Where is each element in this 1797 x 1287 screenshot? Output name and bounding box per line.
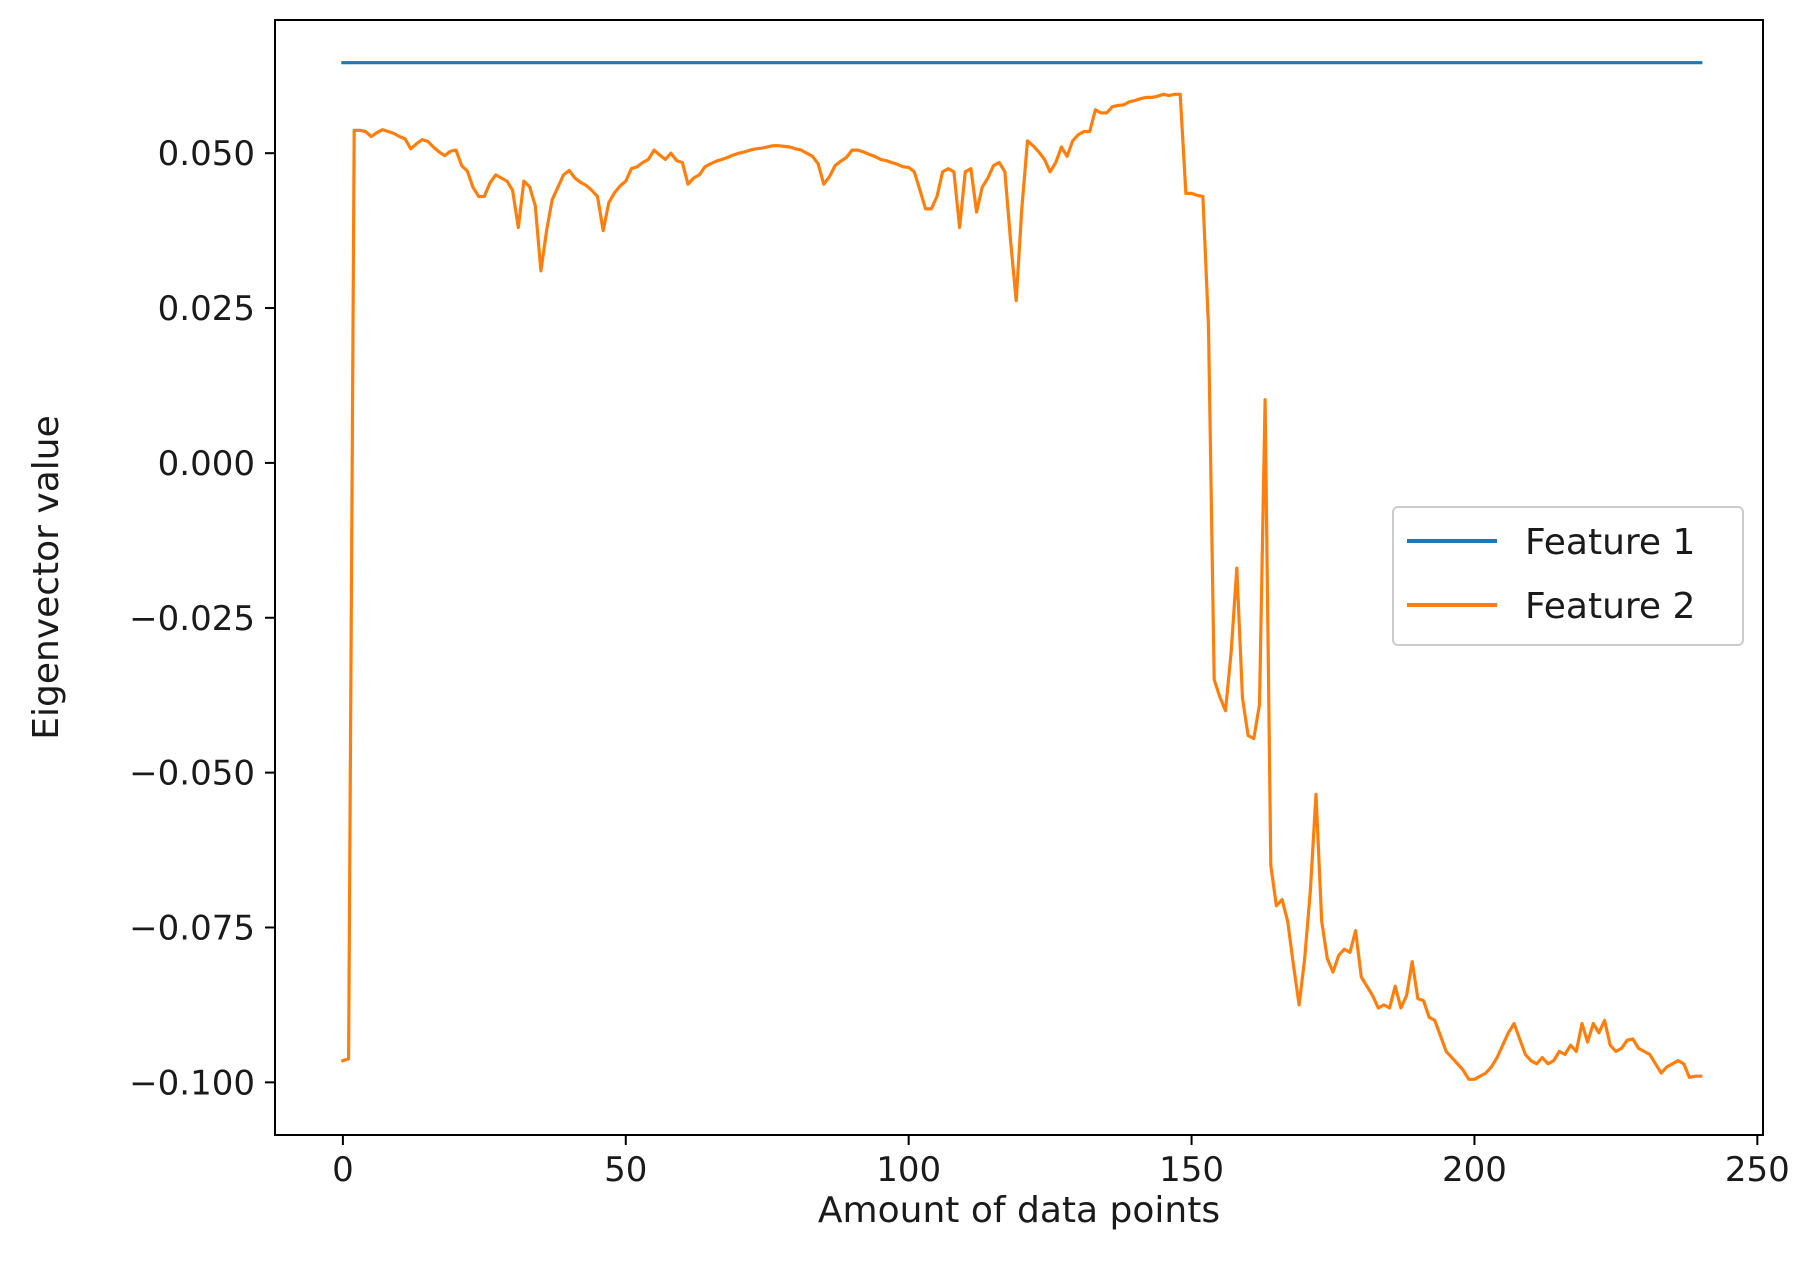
x-tick-label: 50: [604, 1150, 647, 1190]
legend-label-feature-1: Feature 1: [1525, 522, 1695, 563]
legend: Feature 1 Feature 2: [1392, 506, 1744, 646]
y-tick-label: −0.050: [129, 754, 255, 794]
y-tick-label: −0.100: [129, 1063, 255, 1103]
series-layer: [340, 61, 1703, 1081]
plot-frame: [274, 19, 1764, 1136]
x-tick-label: 250: [1725, 1150, 1790, 1190]
y-tick-label: 0.025: [158, 289, 255, 329]
legend-label-feature-2: Feature 2: [1525, 586, 1695, 627]
y-tick-label: 0.000: [158, 444, 255, 484]
x-tick-label: 0: [332, 1150, 354, 1190]
y-tick-label: 0.050: [158, 134, 255, 174]
x-axis: 0 50 100 150 200 250: [332, 1135, 1790, 1190]
x-tick-label: 150: [1159, 1150, 1224, 1190]
y-tick-label: −0.025: [129, 599, 255, 639]
series-line-feature-2: [340, 92, 1703, 1081]
y-axis: 0.050 0.025 0.000 −0.025 −0.050 −0.075 −0.100: [129, 134, 275, 1103]
x-tick-label: 200: [1442, 1150, 1507, 1190]
x-tick-label: 100: [876, 1150, 941, 1190]
y-tick-label: −0.075: [129, 908, 255, 948]
y-axis-label: Eigenvector value: [26, 415, 67, 740]
x-axis-label: Amount of data points: [818, 1190, 1220, 1231]
